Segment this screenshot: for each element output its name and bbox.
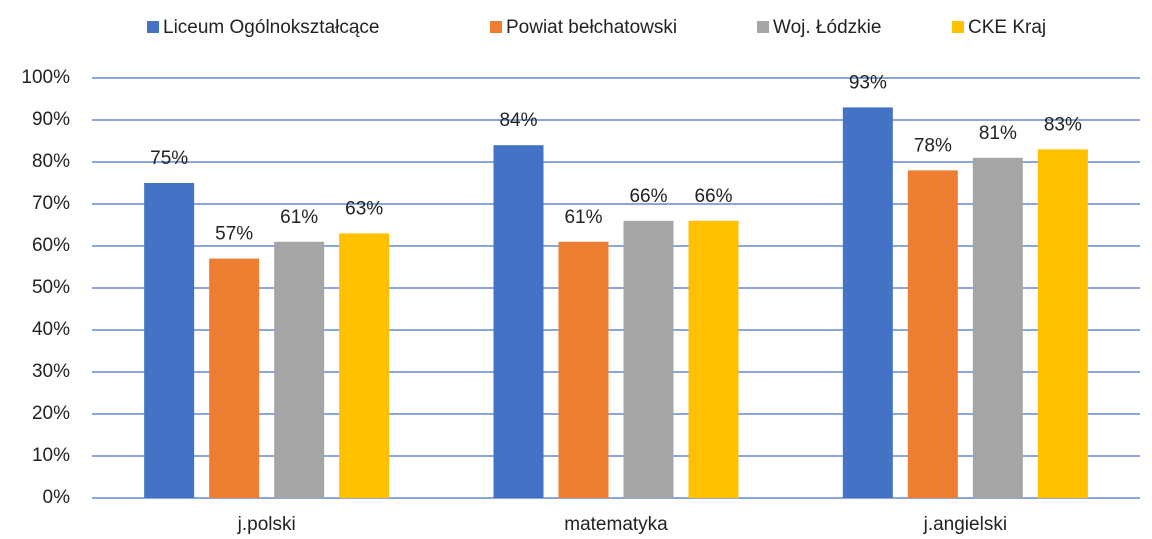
data-label: 75% — [150, 148, 188, 169]
legend-label: CKE Kraj — [968, 17, 1046, 38]
x-tick-label: matematyka — [564, 514, 668, 535]
bar — [623, 220, 674, 499]
data-label: 81% — [979, 123, 1017, 144]
y-tick-label: 0% — [43, 487, 71, 508]
data-label: 61% — [564, 207, 602, 228]
legend-swatch — [757, 21, 769, 33]
legend-swatch — [490, 21, 502, 33]
bar — [339, 233, 390, 498]
y-tick-label: 60% — [32, 235, 70, 256]
x-tick-label: j.angielski — [923, 514, 1007, 535]
y-tick-label: 100% — [21, 67, 70, 88]
bar — [688, 220, 739, 499]
bar — [144, 183, 195, 498]
legend-swatch — [147, 21, 159, 33]
x-tick-label: j.polski — [237, 514, 296, 535]
data-label: 93% — [849, 72, 887, 93]
bar — [907, 170, 958, 498]
data-label: 57% — [215, 224, 253, 245]
y-tick-label: 30% — [32, 361, 70, 382]
data-label: 78% — [914, 135, 952, 156]
legend-label: Powiat bełchatowski — [506, 17, 677, 38]
y-tick-label: 10% — [32, 445, 70, 466]
data-label: 66% — [694, 186, 732, 207]
data-label: 66% — [629, 186, 667, 207]
legend-label: Woj. Łódzkie — [773, 17, 881, 38]
bar — [558, 241, 609, 499]
legend-label: Liceum Ogólnokształcące — [163, 17, 380, 38]
y-tick-label: 20% — [32, 403, 70, 424]
y-tick-label: 70% — [32, 193, 70, 214]
bar — [1037, 149, 1088, 498]
data-label: 63% — [345, 198, 383, 219]
y-tick-label: 90% — [32, 109, 70, 130]
y-tick-label: 50% — [32, 277, 70, 298]
y-tick-label: 40% — [32, 319, 70, 340]
bar — [493, 145, 544, 498]
bar — [274, 241, 325, 499]
data-label: 61% — [280, 207, 318, 228]
y-tick-label: 80% — [32, 151, 70, 172]
bar — [842, 107, 893, 499]
data-label: 84% — [499, 110, 537, 131]
bar — [209, 258, 260, 498]
bar — [972, 157, 1023, 499]
legend-swatch — [952, 21, 964, 33]
data-label: 83% — [1044, 114, 1082, 135]
